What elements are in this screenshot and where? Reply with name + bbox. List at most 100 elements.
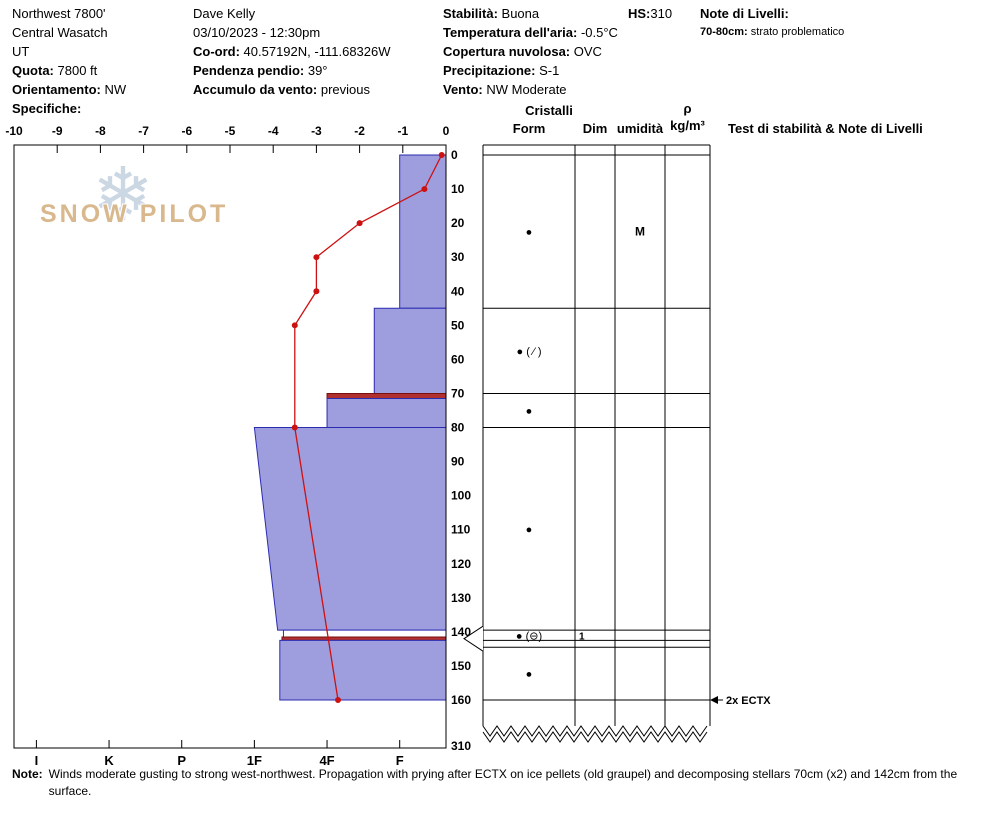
total-depth-label: 310 bbox=[451, 739, 471, 753]
temp-tick-label: -9 bbox=[52, 124, 63, 138]
temp-tick-label: -10 bbox=[5, 124, 23, 138]
snow-layer bbox=[326, 398, 447, 428]
snowpilot-logo: ❄ SNOW PILOT bbox=[40, 158, 240, 252]
depth-tick-label: 90 bbox=[451, 455, 465, 469]
temp-tick-label: -8 bbox=[95, 124, 106, 138]
depth-tick-label: 100 bbox=[451, 489, 471, 503]
temp-tick-label: -4 bbox=[268, 124, 279, 138]
header-column-layer-notes: Note di Livelli: 70-80cm: strato problema… bbox=[700, 4, 844, 42]
hardness-tick-label: 1F bbox=[247, 753, 262, 768]
header-column-weather: Stabilità: Buona Temperatura dell'aria: -… bbox=[443, 4, 618, 99]
logo-text: SNOW PILOT bbox=[40, 200, 229, 228]
depth-tick-label: 0 bbox=[451, 148, 458, 162]
crystal-form-symbol: ● bbox=[526, 227, 533, 239]
temperature-point bbox=[421, 186, 428, 193]
header-line: Orientamento: NW bbox=[12, 82, 127, 97]
stability-test-label: 2x ECTX bbox=[726, 695, 771, 707]
depth-tick-label: 130 bbox=[451, 591, 471, 605]
header-line: Stabilità: Buona bbox=[443, 6, 540, 21]
header-line: HS:310 bbox=[628, 6, 673, 21]
dim-column-header: Dim bbox=[582, 121, 608, 136]
header-column-location: Northwest 7800' Central Wasatch UT Quota: 7… bbox=[12, 4, 126, 118]
arrow-left-icon bbox=[710, 696, 718, 704]
temperature-point bbox=[313, 288, 320, 295]
footer-note: Note: Winds moderate gusting to strong w… bbox=[12, 766, 982, 800]
density-unit-header: kg/m³ bbox=[670, 118, 705, 133]
temp-tick-label: -1 bbox=[397, 124, 408, 138]
thin-layer-flag bbox=[463, 625, 484, 652]
break-zigzag bbox=[482, 731, 708, 743]
crystal-form-symbol: ● bbox=[526, 524, 533, 536]
temp-tick-label: -5 bbox=[225, 124, 236, 138]
header-line: Vento: NW Moderate bbox=[443, 82, 567, 97]
problem-layer bbox=[281, 636, 447, 641]
header-line: Central Wasatch bbox=[12, 25, 108, 40]
temp-tick-label: -7 bbox=[138, 124, 149, 138]
depth-tick-label: 60 bbox=[451, 352, 465, 366]
depth-tick-label: 110 bbox=[451, 523, 471, 537]
header-line: UT bbox=[12, 44, 30, 59]
temp-tick-label: 0 bbox=[443, 124, 450, 138]
temperature-point bbox=[291, 322, 298, 329]
break-zigzag bbox=[482, 725, 708, 737]
hardness-tick-label: I bbox=[35, 753, 39, 768]
humidity-column-header: umidità bbox=[616, 121, 664, 136]
crystal-form-symbol: ● ( ⁄ ) bbox=[517, 346, 542, 358]
hardness-tick-label: P bbox=[177, 753, 186, 768]
header-line: 70-80cm: strato problematico bbox=[700, 26, 845, 38]
depth-tick-label: 120 bbox=[451, 557, 471, 571]
snow-layer bbox=[279, 639, 447, 701]
crystal-form-symbol: ● (⊖) bbox=[516, 630, 542, 642]
footer-note-label: Note: bbox=[12, 767, 43, 781]
crystal-dim-value: 1 bbox=[579, 631, 585, 642]
header-line: 03/10/2023 - 12:30pm bbox=[193, 25, 321, 40]
hardness-tick-label: 4F bbox=[319, 753, 334, 768]
header-line: Copertura nuvolosa: OVC bbox=[443, 44, 602, 59]
crystal-form-symbol: ● bbox=[526, 669, 533, 681]
header-line: Accumulo da vento: previous bbox=[193, 82, 370, 97]
depth-tick-label: 50 bbox=[451, 318, 465, 332]
temp-tick-label: -3 bbox=[311, 124, 322, 138]
temperature-line bbox=[294, 154, 443, 701]
header-line: Northwest 7800' bbox=[12, 6, 106, 21]
snow-layer bbox=[253, 427, 447, 631]
depth-tick-label: 150 bbox=[451, 659, 471, 673]
footer-note-text: Winds moderate gusting to strong west-no… bbox=[48, 767, 958, 798]
snowflake-icon: ❄ bbox=[92, 153, 155, 236]
header-line: Quota: 7800 ft bbox=[12, 63, 98, 78]
depth-tick-label: 70 bbox=[451, 386, 465, 400]
depth-tick-label: 10 bbox=[451, 182, 465, 196]
humidity-value: M bbox=[635, 225, 645, 239]
depth-tick-label: 160 bbox=[451, 693, 471, 707]
header-line: Precipitazione: S-1 bbox=[443, 63, 560, 78]
header-line: Specifiche: bbox=[12, 101, 82, 116]
density-rho-header: ρ bbox=[683, 101, 692, 116]
stability-tests-header: Test di stabilità & Note di Livelli bbox=[728, 121, 923, 136]
hardness-tick-label: K bbox=[104, 753, 114, 768]
hardness-tick-label: F bbox=[396, 753, 404, 768]
header-line: Pendenza pendio: 39° bbox=[193, 63, 328, 78]
ice-layer bbox=[282, 629, 447, 638]
depth-tick-label: 20 bbox=[451, 216, 465, 230]
crystals-header: Cristalli bbox=[525, 103, 573, 118]
depth-tick-label: 140 bbox=[451, 625, 471, 639]
temperature-point bbox=[356, 220, 363, 227]
problem-layer bbox=[326, 392, 447, 400]
temperature-point bbox=[335, 697, 341, 703]
temperature-point bbox=[291, 424, 298, 431]
crystal-form-symbol: ● bbox=[526, 405, 533, 417]
header-column-hs: HS:310 bbox=[628, 4, 672, 23]
temperature-point bbox=[313, 254, 320, 261]
snow-layer bbox=[399, 154, 447, 309]
header-line: Dave Kelly bbox=[193, 6, 256, 21]
header-line: Note di Livelli: bbox=[700, 6, 789, 21]
temp-tick-label: -6 bbox=[181, 124, 192, 138]
snow-layer bbox=[373, 307, 447, 394]
temperature-point bbox=[438, 152, 445, 158]
depth-tick-label: 30 bbox=[451, 250, 465, 264]
form-column-header: Form bbox=[512, 121, 546, 136]
header-column-observer: Dave Kelly 03/10/2023 - 12:30pm Co-ord: 40… bbox=[193, 4, 391, 99]
header-line: Temperatura dell'aria: -0.5°C bbox=[443, 25, 618, 40]
